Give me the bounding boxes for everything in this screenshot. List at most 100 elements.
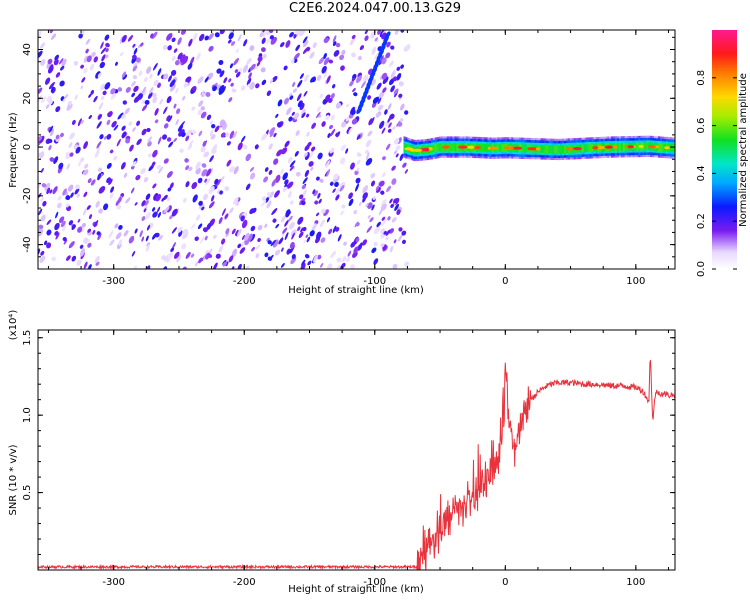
noise-cell — [250, 172, 256, 180]
noise-cell — [102, 90, 107, 96]
noise-cell — [39, 151, 45, 159]
noise-cell — [38, 181, 42, 189]
noise-cell — [76, 193, 80, 198]
noise-cell — [291, 254, 296, 260]
noise-cell — [151, 232, 157, 240]
noise-cell — [341, 255, 347, 263]
noise-cell — [46, 219, 52, 225]
noise-cell — [341, 204, 346, 209]
noise-cell — [116, 138, 121, 147]
noise-cell — [303, 90, 308, 97]
noise-cell — [99, 134, 104, 140]
noise-cell — [356, 152, 362, 157]
noise-cell — [243, 39, 248, 47]
colorbar-tick-label: 0.0 — [696, 261, 707, 277]
noise-cell — [68, 241, 75, 249]
noise-cell — [177, 52, 183, 60]
x-tick-label: -100 — [363, 276, 386, 287]
signal-peak-cell — [572, 147, 582, 151]
noise-cell — [341, 121, 347, 128]
noise-cell — [372, 196, 376, 201]
noise-cell — [393, 88, 399, 95]
signal-cell — [454, 143, 457, 151]
noise-cell — [156, 206, 161, 213]
noise-cell — [185, 76, 192, 84]
noise-cell — [38, 135, 43, 142]
noise-cell — [268, 30, 274, 33]
noise-cell — [325, 160, 331, 169]
y-tick-label: 40 — [22, 43, 33, 56]
noise-cell — [225, 261, 229, 267]
noise-cell — [183, 81, 189, 88]
noise-cell — [269, 78, 274, 84]
signal-cell — [440, 143, 443, 151]
noise-cell — [326, 75, 331, 84]
noise-cell — [241, 234, 246, 240]
noise-cell — [366, 225, 373, 233]
colorbar-tick-label: 0.6 — [696, 118, 707, 134]
noise-cell — [323, 37, 329, 44]
noise-cell — [185, 251, 191, 259]
noise-cell — [53, 156, 59, 164]
noise-cell — [156, 164, 161, 170]
noise-cell — [276, 121, 282, 128]
noise-cell — [308, 161, 314, 167]
noise-cell — [132, 43, 136, 48]
noise-cell — [219, 30, 225, 35]
noise-cell — [163, 206, 170, 213]
noise-cell — [392, 76, 398, 82]
noise-cell — [206, 114, 212, 120]
noise-cell — [229, 130, 235, 139]
noise-cell — [55, 232, 60, 240]
noise-cell — [261, 196, 267, 201]
noise-cell — [175, 87, 179, 94]
noise-cell — [375, 185, 380, 191]
noise-cell — [200, 111, 207, 119]
noise-cell — [297, 101, 303, 108]
noise-cell — [382, 156, 386, 161]
noise-cell — [231, 266, 235, 269]
noise-cell — [50, 101, 55, 106]
signal-cell — [521, 144, 524, 153]
noise-cell — [105, 48, 109, 53]
signal-cell — [403, 143, 406, 151]
noise-cell — [152, 211, 158, 218]
noise-cell — [387, 128, 392, 133]
y-tick-label: -20 — [22, 188, 33, 204]
noise-cell — [329, 124, 333, 130]
noise-cell — [402, 162, 407, 168]
noise-cell — [120, 162, 126, 170]
noise-cell — [387, 103, 392, 110]
noise-cell — [169, 214, 173, 220]
signal-cell — [497, 144, 500, 152]
noise-cell — [362, 192, 368, 200]
noise-cell — [284, 219, 289, 227]
noise-cell — [289, 200, 294, 205]
noise-cell — [224, 213, 229, 219]
noise-cell — [370, 79, 377, 86]
colorbar-tick-label: 0.8 — [696, 70, 707, 86]
noise-cell — [247, 83, 251, 88]
signal-cell — [546, 145, 549, 153]
noise-cell — [147, 153, 152, 158]
noise-cell — [261, 133, 268, 141]
noise-cell — [393, 198, 398, 204]
noise-cell — [207, 253, 213, 258]
noise-cell — [262, 31, 267, 38]
noise-cell — [98, 186, 106, 194]
noise-cell — [201, 169, 208, 177]
noise-cell — [180, 30, 187, 35]
signal-peak-cell — [638, 144, 644, 149]
noise-cell — [39, 42, 46, 49]
snr-panel: -300 -200 -100 0 100 0.5 1.0 1.5 Height of str… — [8, 310, 676, 595]
noise-cell — [291, 111, 295, 116]
noise-cell — [191, 181, 198, 190]
noise-cell — [376, 221, 381, 228]
signal-cell — [456, 143, 459, 151]
noise-cell — [105, 42, 110, 48]
noise-cell — [94, 255, 100, 263]
signal-cell — [558, 145, 561, 154]
noise-cell — [274, 249, 281, 256]
noise-cell — [139, 230, 143, 238]
